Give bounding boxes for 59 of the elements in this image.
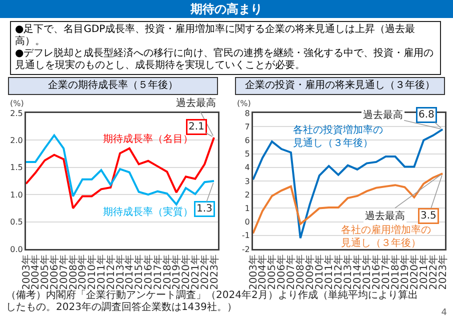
x-tick-label: 2017年: [380, 254, 392, 290]
annotation: 1.3: [196, 204, 212, 214]
y-tick-label: 3: [244, 176, 250, 186]
chart-title: 企業の期待成長率（５年後）: [8, 77, 218, 95]
chart-title: 企業の投資・雇用の将来見通し（３年後）: [235, 77, 445, 95]
x-tick-label: 2021年: [418, 254, 430, 290]
x-tick-label: 2012年: [104, 254, 117, 290]
x-tick-label: 2023年: [436, 254, 449, 290]
annotation: 6.8: [418, 110, 434, 120]
x-tick-label: 2003年: [20, 254, 32, 290]
annotation: 2.1: [188, 122, 204, 132]
x-tick-label: 2016年: [370, 254, 382, 290]
y-axis-title: (%): [237, 99, 251, 108]
y-tick-label: -2: [242, 244, 250, 254]
y-tick-label: 2.5: [10, 108, 23, 118]
annotation: 過去最高: [363, 109, 403, 121]
line-series: [253, 172, 444, 234]
y-tick-label: 0.5: [10, 218, 23, 227]
y-tick-label: -1: [242, 231, 250, 240]
x-tick-label: 2019年: [398, 254, 411, 290]
y-tick-label: 6: [244, 136, 250, 145]
legend-label: 期待成長率（実質）: [103, 206, 193, 218]
x-tick-label: 2007年: [58, 254, 70, 290]
series-label: 各社の雇用増加率の見通し（３年後）: [341, 224, 431, 249]
x-tick-label: 2020年: [408, 254, 420, 290]
y-tick-label: 2.0: [10, 136, 23, 145]
y-tick-label: 1: [244, 204, 250, 213]
y-tick-label: 1.5: [10, 163, 23, 172]
x-tick-label: 2022年: [427, 254, 440, 290]
x-tick-label: 2006年: [48, 254, 60, 290]
text: （備考）内閣府「企業行動アンケート調査」（2024年2月）より作成（単純平均により算出したもの。2023年の調査回答企業数は1439社。）: [6, 290, 419, 314]
text: 期待の高まり: [0, 0, 453, 18]
annotation: 3.5: [420, 210, 436, 222]
y-axis-title: (%): [10, 99, 24, 108]
x-tick-label: 2016年: [142, 254, 154, 290]
text: ●足下で、名目GDP成長率、投資・雇用増加率に関する企業の将来見通しは上昇（過去最高）。 ●デフレ脱却と成長型経済への移行に向け、官民の連携を継続・強化する中で、投資・雇用の見通しを現実のものとし、成長期待を実現していくことが必要。: [10, 21, 441, 75]
x-tick-label: 2022年: [198, 254, 211, 290]
text: 4: [441, 308, 447, 318]
series-label: 各社の投資増加率の見通し（３年後）: [293, 124, 383, 149]
x-tick-label: 2021年: [189, 254, 202, 290]
y-tick-label: 4: [244, 163, 250, 172]
annotation: 過去最高: [176, 97, 216, 109]
x-tick-label: 2018年: [389, 254, 402, 290]
series-label: 期待成長率（名目）: [103, 133, 193, 145]
x-tick-label: 2013年: [114, 254, 126, 290]
y-tick-label: 1.0: [10, 190, 23, 200]
y-tick-label: 7: [244, 122, 250, 132]
y-tick-label: 8: [244, 108, 250, 118]
x-tick-label: 2018年: [161, 254, 174, 290]
y-tick-label: 0: [244, 218, 250, 227]
annotation: 過去最高: [365, 210, 405, 222]
y-tick-label: 0.0: [10, 244, 23, 254]
x-tick-label: 2003年: [247, 254, 260, 290]
x-tick-label: 2023年: [208, 254, 220, 290]
x-tick-label: 2008年: [67, 254, 80, 290]
x-tick-label: 2017年: [152, 254, 164, 290]
y-tick-label: 5: [244, 150, 250, 159]
y-tick-label: 2: [244, 190, 250, 200]
x-tick-label: 2011年: [95, 254, 108, 290]
